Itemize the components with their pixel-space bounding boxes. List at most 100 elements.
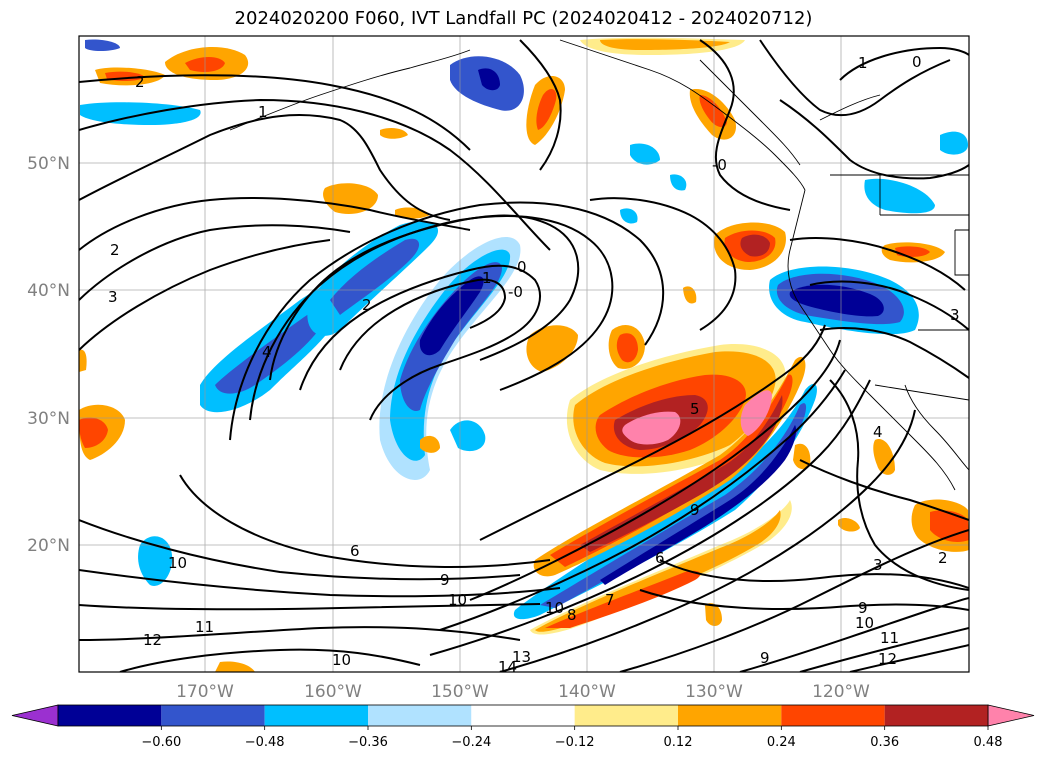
map-frame (78, 35, 970, 673)
lon-label: 140°W (558, 682, 616, 702)
fill-blob (740, 234, 770, 257)
colorbar-tick-label: −0.48 (245, 735, 285, 750)
contour-label: 14 (498, 658, 517, 676)
contour-label: 9 (690, 501, 700, 519)
colorbar-extend-max (987, 704, 1035, 727)
fill-blob (420, 435, 440, 453)
lon-label: 130°W (685, 682, 743, 702)
colorbar-tick-label: −0.60 (141, 735, 181, 750)
fill-blob (400, 262, 502, 411)
fill-blob (536, 88, 557, 130)
fill-blob (940, 131, 968, 155)
fill-blob (740, 390, 772, 436)
map-title: 2024020200 F060, IVT Landfall PC (202402… (234, 8, 813, 29)
fill-blob (450, 420, 486, 452)
map-plot-area (79, 36, 969, 672)
graticule (79, 36, 969, 672)
colorbar-tick-label: 0.12 (664, 735, 693, 750)
fill-blob (550, 374, 793, 567)
contour-label: 0 (912, 53, 922, 71)
lat-label: 40°N (27, 281, 70, 301)
fill-blob (873, 439, 895, 475)
fill-blob (79, 349, 87, 372)
contour-label: 10 (855, 614, 874, 632)
fill-blob (630, 143, 660, 165)
colorbar-segment (471, 705, 575, 726)
contour-label: 4 (873, 423, 883, 441)
contour-lines (79, 39, 969, 672)
contour-label: 4 (262, 343, 272, 361)
lat-label: 30°N (27, 409, 70, 429)
contour-label: 9 (858, 599, 868, 617)
contour-label: 11 (195, 618, 214, 636)
fill-blob (513, 383, 817, 620)
lat-label: 50°N (27, 154, 70, 174)
lon-label: 170°W (176, 682, 234, 702)
fill-blob (705, 603, 722, 626)
fill-blob (616, 333, 638, 363)
colorbar-tick-label: −0.36 (348, 735, 388, 750)
contour-label: -0 (508, 283, 523, 301)
contour-label: 12 (143, 631, 162, 649)
fill-blob (545, 570, 701, 628)
fill-blob (85, 39, 120, 51)
colorbar-tick-label: −0.24 (451, 735, 491, 750)
fill-blob (330, 238, 420, 315)
colorbar-tick-label: −0.12 (555, 735, 595, 750)
fill-blob (478, 68, 500, 91)
contour-label: -0 (712, 156, 727, 174)
contour-label: 10 (168, 554, 187, 572)
fill-blob (838, 517, 860, 532)
colorbar-segment (368, 705, 472, 726)
fill-blob (526, 325, 578, 372)
fill-blob (535, 510, 781, 632)
colorbar-extend-min (11, 704, 59, 727)
contour-label: 3 (108, 288, 118, 306)
fill-blob (79, 417, 108, 448)
contour-label: 2 (362, 296, 372, 314)
contour-label: 1 (858, 54, 868, 72)
fill-blob (533, 356, 806, 577)
contour-label: 1 (258, 103, 268, 121)
colorbar-tick-label: 0.24 (767, 735, 796, 750)
contour-label: 2 (135, 73, 145, 91)
fill-blob (380, 127, 408, 139)
contour-label: 9 (760, 649, 770, 667)
fill-blob (580, 395, 783, 552)
lon-label: 160°W (304, 682, 362, 702)
contour-label: 7 (605, 591, 615, 609)
colorbar-tick-label: 0.36 (870, 735, 899, 750)
fill-blob (323, 183, 378, 215)
contour-label: 5 (690, 400, 700, 418)
colorbar-segment (678, 705, 782, 726)
pc-filled-contours (79, 37, 969, 672)
contour-label: 2 (110, 241, 120, 259)
colorbar-tick-label: 0.48 (974, 735, 1003, 750)
fill-blob (670, 174, 687, 191)
contour-label: 13 (512, 648, 531, 666)
contour-label: 6 (655, 549, 665, 567)
contour-label: 11 (880, 629, 899, 647)
fill-blob (699, 95, 727, 128)
contour-label: 6 (350, 542, 360, 560)
fill-blob (215, 661, 255, 672)
lat-label: 20°N (27, 536, 70, 556)
colorbar-segment (264, 705, 368, 726)
contour-label: 3 (950, 306, 960, 324)
lon-label: 150°W (431, 682, 489, 702)
fill-blob (864, 178, 935, 214)
colorbar-segment (161, 705, 265, 726)
contour-label: 8 (567, 606, 577, 624)
coastlines (229, 39, 969, 491)
contour-label: 12 (878, 650, 897, 668)
lon-label: 120°W (812, 682, 870, 702)
contour-label: 1 (482, 269, 492, 287)
colorbar-segment (781, 705, 885, 726)
colorbar-segment (574, 705, 678, 726)
contour-label: 9 (440, 571, 450, 589)
fill-blob (622, 411, 681, 445)
fill-blob (80, 102, 201, 125)
fill-blob (419, 276, 484, 356)
fill-blob (620, 208, 638, 224)
